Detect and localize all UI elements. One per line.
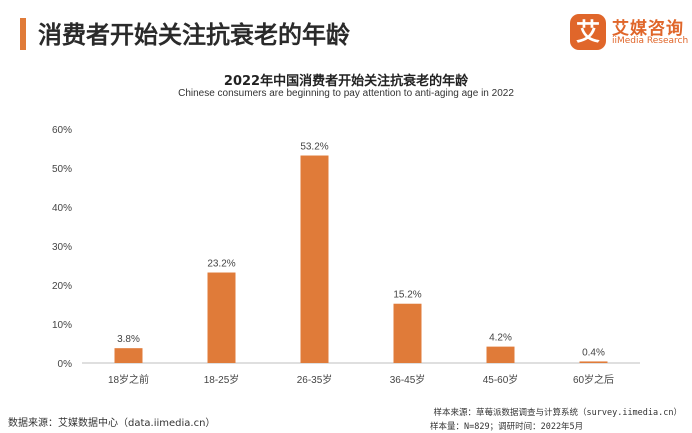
logo-name-en: iiMedia Research — [612, 36, 689, 46]
bar — [486, 346, 515, 363]
x-tick-label: 45-60岁 — [483, 373, 519, 386]
page-title: 消费者开始关注抗衰老的年龄 — [38, 21, 350, 49]
bar — [393, 303, 422, 363]
y-tick-label: 30% — [52, 242, 72, 253]
x-tick-label: 36-45岁 — [390, 373, 426, 386]
logo-badge-icon: 艾 — [570, 14, 606, 50]
data-label: 53.2% — [300, 142, 328, 153]
sample-source-note: 样本来源：草莓派数据调查与计算系统（survey.iimedia.cn） — [433, 408, 683, 418]
data-label: 15.2% — [393, 290, 421, 301]
y-tick-label: 50% — [52, 164, 72, 175]
chart-title: 2022年中国消费者开始关注抗衰老的年龄 — [223, 74, 469, 89]
x-tick-label: 18岁之前 — [108, 373, 149, 386]
y-tick-label: 0% — [58, 359, 73, 370]
chart-subtitle: Chinese consumers are beginning to pay a… — [178, 88, 514, 99]
data-label: 23.2% — [207, 259, 235, 270]
iimedia-logo: 艾 艾媒咨询 iiMedia Research — [570, 14, 688, 52]
x-tick-label: 26-35岁 — [297, 373, 333, 386]
data-label: 4.2% — [489, 333, 512, 344]
logo-name-cn: 艾媒咨询 — [612, 19, 684, 39]
x-tick-label: 18-25岁 — [204, 373, 240, 386]
title-accent-bar — [20, 18, 26, 50]
y-tick-label: 20% — [52, 281, 72, 292]
bar — [207, 272, 236, 363]
y-tick-label: 10% — [52, 320, 72, 331]
bar — [114, 348, 143, 363]
bar — [300, 155, 329, 363]
y-tick-label: 60% — [52, 125, 72, 136]
data-label: 3.8% — [117, 334, 140, 345]
x-tick-label: 60岁之后 — [573, 373, 614, 386]
data-label: 0.4% — [582, 347, 605, 358]
data-source-note: 数据来源：艾媒数据中心（data.iimedia.cn） — [8, 418, 216, 429]
y-tick-label: 40% — [52, 203, 72, 214]
sample-size-note: 样本量：N=829；调研时间：2022年5月 — [430, 422, 584, 432]
bar — [579, 361, 608, 363]
